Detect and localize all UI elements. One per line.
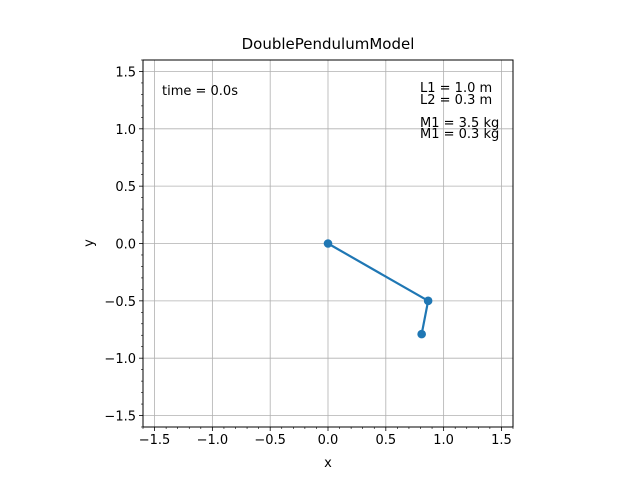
- x-tick-label: 1.0: [433, 433, 454, 448]
- time-annotation: time = 0.0s: [162, 84, 238, 99]
- x-tick-label: 1.5: [491, 433, 512, 448]
- m2-annotation: M1 = 0.3 kg: [420, 127, 499, 142]
- chart-title: DoublePendulumModel: [242, 35, 415, 53]
- y-tick-label: −1.0: [104, 352, 136, 367]
- l1-annotation: L1 = 1.0 m: [420, 81, 492, 96]
- x-tick-label: 0.0: [318, 433, 339, 448]
- m1-annotation: M1 = 3.5 kg: [420, 116, 499, 131]
- y-tick-label: −0.5: [104, 295, 136, 310]
- pendulum-point: [417, 329, 426, 339]
- y-tick-label: 0.0: [115, 238, 136, 253]
- x-tick-label: −1.0: [197, 433, 229, 448]
- x-tick-label: 0.5: [375, 433, 396, 448]
- y-tick-label: 0.5: [115, 180, 136, 195]
- plot-area: −1.5 −1.0 −0.5 0.0 0.5 1.0 1.5 −1.5 −1.0 −0.5 0.0 0…: [104, 59, 514, 448]
- ticks: −1.5 −1.0 −0.5 0.0 0.5 1.0 1.5 −1.5 −1.0 −0.5 0.0 0…: [104, 59, 514, 448]
- x-tick-label: −0.5: [254, 433, 286, 448]
- x-axis-label: x: [324, 456, 332, 471]
- y-tick-label: 1.5: [115, 65, 136, 80]
- series-layer: [323, 239, 433, 339]
- y-tick-label: −1.5: [104, 410, 136, 425]
- pendulum-point: [323, 239, 333, 248]
- x-tick-label: −1.5: [139, 433, 171, 448]
- y-axis-label: y: [82, 239, 97, 247]
- pendulum-point: [423, 296, 433, 306]
- l2-annotation: L2 = 0.3 m: [420, 93, 492, 108]
- y-tick-label: 1.0: [115, 123, 136, 138]
